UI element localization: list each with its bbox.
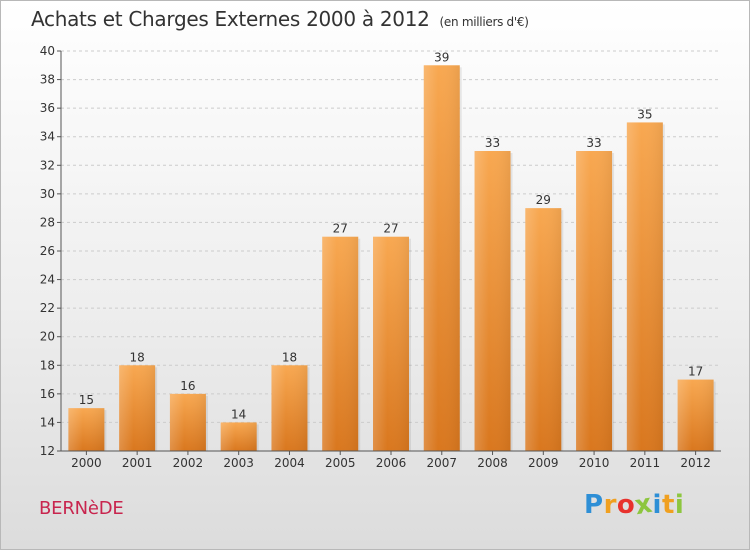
y-tick-label: 38 xyxy=(40,73,55,87)
y-tick-label: 36 xyxy=(40,101,55,115)
y-tick-label: 32 xyxy=(40,158,55,172)
bar-highlight xyxy=(423,65,460,452)
y-tick-label: 18 xyxy=(40,358,55,372)
logo-letter: i xyxy=(674,490,685,520)
x-tick-label: 2005 xyxy=(325,456,356,470)
logo-letter: r xyxy=(603,490,617,520)
y-tick-label: 40 xyxy=(40,44,55,58)
bar-value-label: 17 xyxy=(688,365,703,379)
chart-subtitle: (en milliers d'€) xyxy=(439,15,529,29)
y-tick-label: 34 xyxy=(40,130,55,144)
bar-highlight xyxy=(119,365,156,451)
bar-value-label: 15 xyxy=(79,393,94,407)
x-tick-label: 2006 xyxy=(376,456,407,470)
chart-title: Achats et Charges Externes 2000 à 2012 (e… xyxy=(31,7,529,31)
x-tick-label: 2009 xyxy=(528,456,559,470)
bar-value-label: 27 xyxy=(333,222,348,236)
y-tick-label: 22 xyxy=(40,301,55,315)
x-tick-label: 2003 xyxy=(223,456,254,470)
bar-value-label: 29 xyxy=(536,193,551,207)
x-tick-label: 2008 xyxy=(477,456,508,470)
logo-letter: t xyxy=(661,490,675,520)
y-tick-label: 30 xyxy=(40,187,55,201)
y-tick-label: 24 xyxy=(40,273,55,287)
y-tick-label: 14 xyxy=(40,415,55,429)
bar-highlight xyxy=(373,236,409,451)
bar-value-label: 16 xyxy=(180,379,195,393)
y-tick-label: 12 xyxy=(40,444,55,458)
bar-value-label: 39 xyxy=(434,50,449,64)
bar-highlight xyxy=(220,422,257,451)
bar-highlight xyxy=(271,365,308,451)
bar-highlight xyxy=(474,151,511,451)
x-tick-label: 2010 xyxy=(579,456,610,470)
y-tick-label: 26 xyxy=(40,244,55,258)
y-tick-label: 16 xyxy=(40,387,55,401)
x-tick-label: 2004 xyxy=(274,456,305,470)
logo-letter: P xyxy=(584,490,604,520)
bar-highlight xyxy=(626,122,663,451)
bar-highlight xyxy=(322,236,359,451)
bar-value-label: 27 xyxy=(383,222,398,236)
logo-letter: o xyxy=(616,490,636,520)
bar-highlight xyxy=(576,151,613,451)
y-tick-label: 28 xyxy=(40,215,55,229)
bar-highlight xyxy=(169,393,206,451)
bar-value-label: 33 xyxy=(485,136,500,150)
bar-value-label: 18 xyxy=(282,350,297,364)
x-tick-label: 2001 xyxy=(122,456,153,470)
bar-value-label: 35 xyxy=(637,107,652,121)
bar-value-label: 14 xyxy=(231,407,246,421)
proxiti-logo: Proxiti xyxy=(584,489,685,522)
x-tick-label: 2002 xyxy=(173,456,204,470)
commune-name: BERNèDE xyxy=(39,498,124,519)
x-tick-label: 2011 xyxy=(630,456,661,470)
chart-title-text: Achats et Charges Externes 2000 à 2012 xyxy=(31,7,430,31)
y-tick-label: 20 xyxy=(40,330,55,344)
bar-highlight xyxy=(68,408,105,451)
bar-highlight xyxy=(525,208,562,451)
x-tick-label: 2000 xyxy=(71,456,102,470)
x-tick-label: 2007 xyxy=(426,456,457,470)
logo-letter: i xyxy=(652,490,662,520)
bar-value-label: 33 xyxy=(586,136,601,150)
bar-highlight xyxy=(677,379,714,451)
x-tick-label: 2012 xyxy=(680,456,711,470)
bar-value-label: 18 xyxy=(130,350,145,364)
